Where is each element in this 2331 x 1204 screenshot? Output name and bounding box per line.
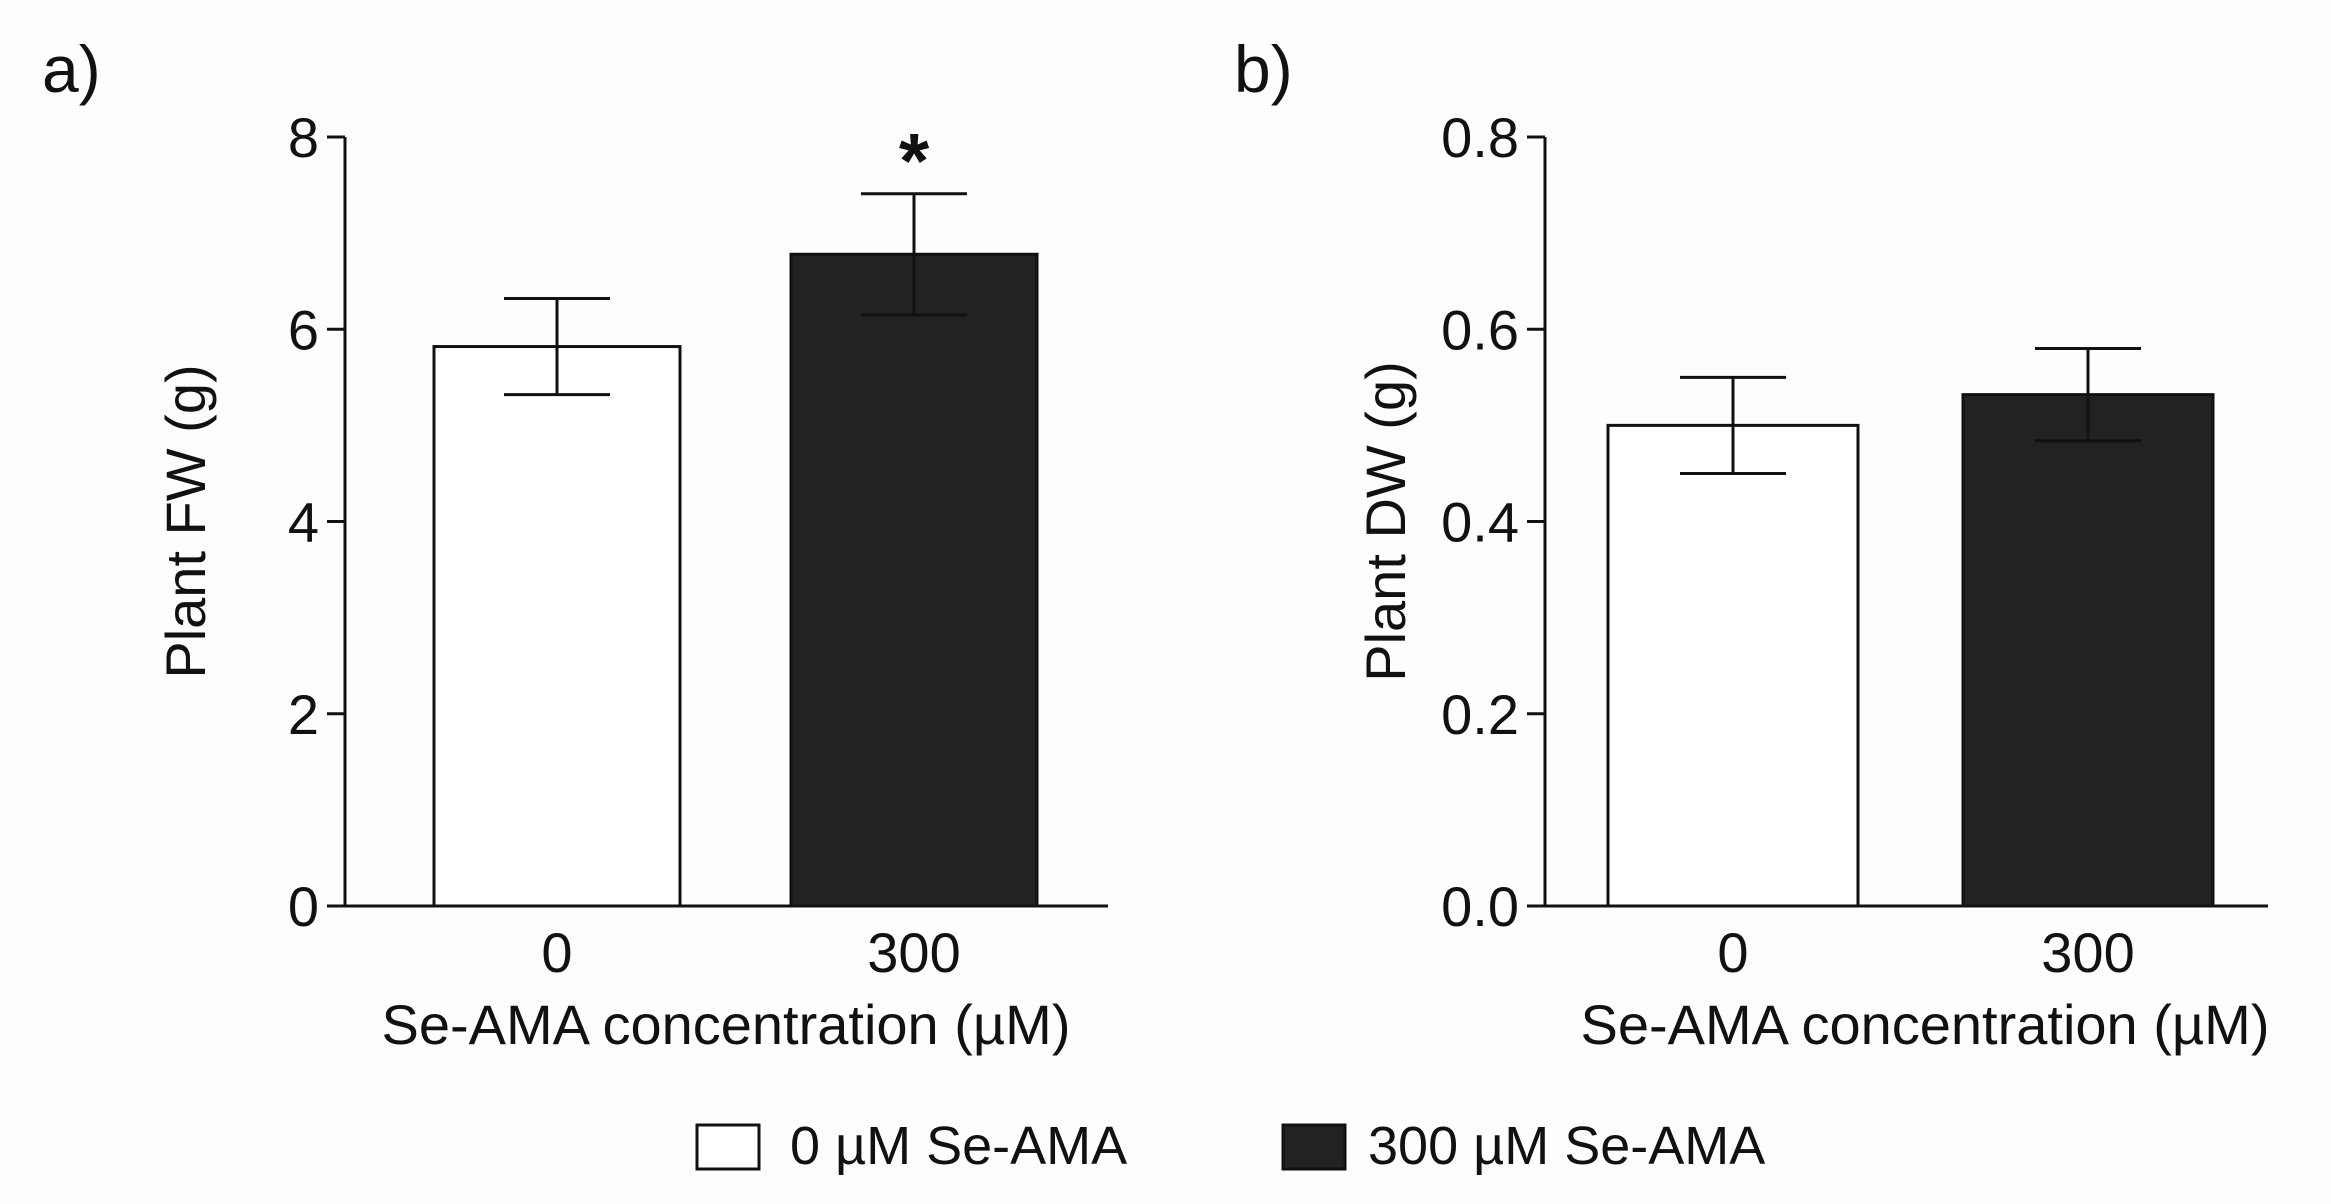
y-tick-label: 0.0 (1441, 875, 1519, 938)
y-axis-title: Plant DW (g) (1354, 361, 1417, 682)
y-tick-label: 0.6 (1441, 298, 1519, 361)
x-tick-label: 300 (867, 921, 960, 984)
panel-label: b) (1234, 32, 1293, 106)
y-tick-label: 0.2 (1441, 683, 1519, 746)
legend: 0 µM Se-AMA 300 µM Se-AMA (695, 1116, 1765, 1176)
legend-label-1: 300 µM Se-AMA (1368, 1116, 1765, 1176)
panel-b: b) 0.0 0.2 0.4 0.6 0.8 0 300 Se-AMA concentratio… (1234, 32, 2269, 1056)
y-tick-label: 0.4 (1441, 491, 1519, 554)
y-tick-label: 4 (288, 491, 319, 554)
y-tick-label: 0 (288, 875, 319, 938)
x-tick-label: 300 (2041, 921, 2134, 984)
bar (789, 252, 1039, 908)
y-tick-label: 2 (288, 683, 319, 746)
x-tick-label: 0 (541, 921, 572, 984)
x-axis-title: Se-AMA concentration (µM) (1581, 993, 2270, 1056)
panel-label: a) (42, 32, 101, 106)
panel-a: a) 0 2 4 6 8 0 300 * Se-AMA concentration (µM) Pla… (42, 32, 1108, 1056)
legend-label-0: 0 µM Se-AMA (790, 1116, 1127, 1176)
y-tick-label: 8 (288, 106, 319, 169)
legend-swatch-1 (1281, 1123, 1347, 1171)
bar (432, 345, 682, 908)
y-tick-label: 6 (288, 298, 319, 361)
bar (1606, 423, 1860, 908)
legend-swatch-0 (695, 1123, 761, 1171)
bar (1961, 393, 2215, 908)
y-tick-label: 0.8 (1441, 106, 1519, 169)
significance-marker: * (899, 117, 930, 205)
y-axis-title: Plant FW (g) (154, 364, 217, 678)
x-axis-title: Se-AMA concentration (µM) (382, 993, 1071, 1056)
x-tick-label: 0 (1717, 921, 1748, 984)
